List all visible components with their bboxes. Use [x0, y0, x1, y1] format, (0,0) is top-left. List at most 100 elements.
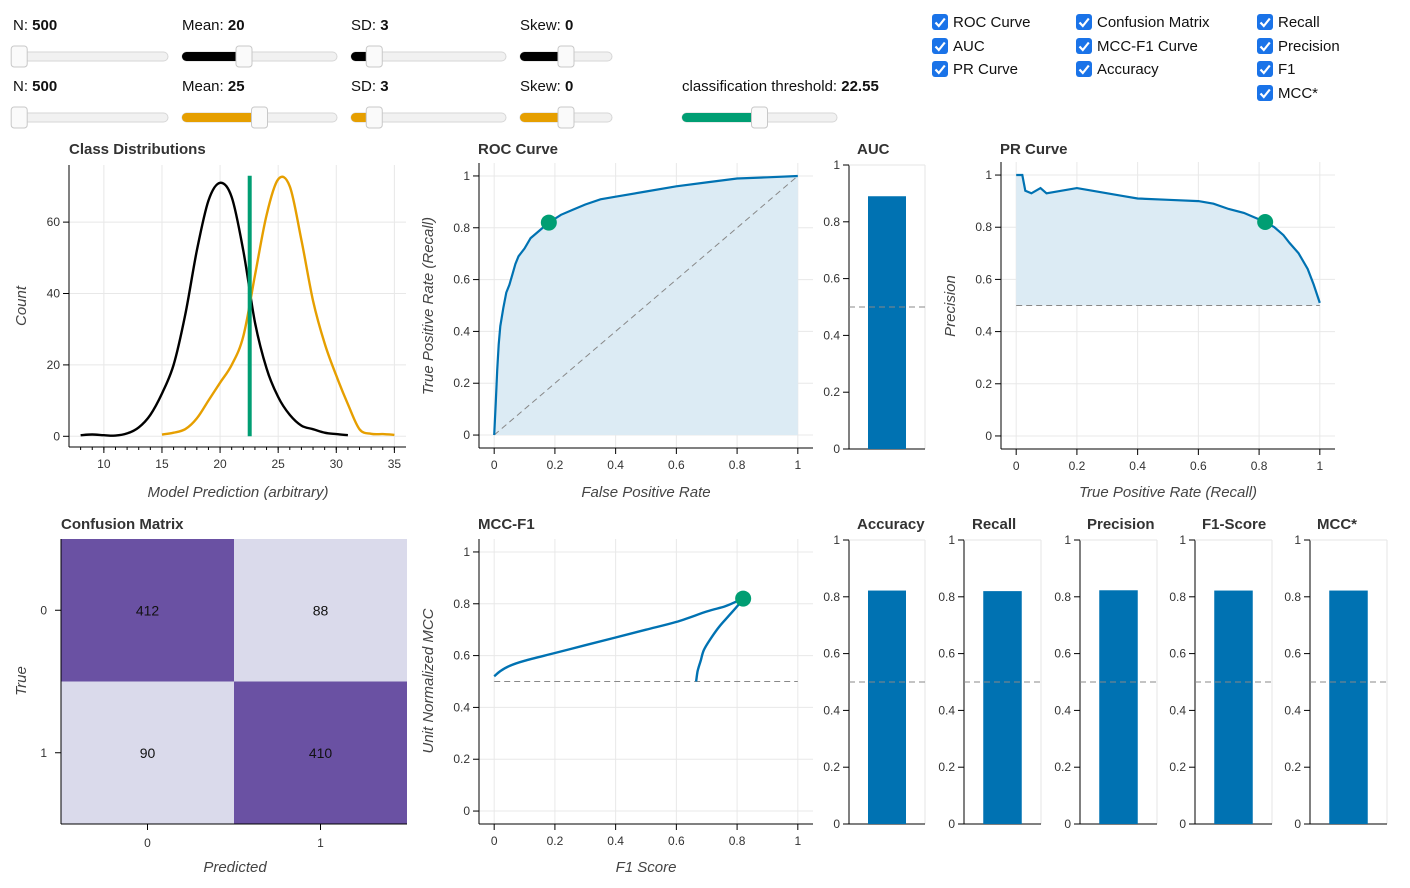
y-axis-label: Unit Normalized MCC — [420, 608, 437, 753]
checkbox-label: F1 — [1278, 61, 1296, 78]
slider-class1-mean-label: Mean: 25 — [182, 78, 245, 95]
threshold-slider-handle[interactable] — [751, 106, 768, 129]
x-tick-label: 1 — [794, 834, 801, 848]
y-tick-label: 60 — [47, 215, 61, 229]
slider-class0-skew[interactable]: Skew: 0 — [519, 17, 613, 68]
y-tick-label: 0.4 — [975, 325, 992, 339]
slider-class0-n[interactable]: N: 500 — [10, 17, 169, 68]
slider-class1-mean[interactable]: Mean: 25 — [181, 78, 338, 129]
cm-cell — [234, 681, 407, 824]
checkbox-mcc[interactable]: MCC* — [1257, 85, 1318, 102]
slider-class1-n-handle[interactable] — [10, 106, 28, 129]
checkbox-label: Recall — [1278, 14, 1320, 31]
checkbox-accuracy[interactable]: Accuracy — [1076, 61, 1159, 78]
checkbox-roc-curve[interactable]: ROC Curve — [932, 14, 1031, 31]
checkbox-box[interactable] — [1076, 38, 1092, 54]
check-icon — [1078, 41, 1090, 52]
checkbox-pr-curve[interactable]: PR Curve — [932, 61, 1018, 78]
y-tick-label: 0.6 — [453, 649, 470, 663]
checkbox-box[interactable] — [1257, 85, 1273, 101]
pr-title: PR Curve — [1000, 141, 1068, 158]
x-tick-label: 0 — [491, 458, 498, 472]
y-tick-label: 0.4 — [1284, 703, 1301, 717]
y-tick-label: 0.6 — [453, 273, 470, 287]
slider-class1-mean-handle[interactable] — [251, 106, 268, 129]
y-axis-label: Count — [13, 285, 30, 326]
checkbox-precision[interactable]: Precision — [1257, 38, 1340, 55]
y-tick-label: 0.8 — [453, 597, 470, 611]
checkbox-recall[interactable]: Recall — [1257, 14, 1320, 31]
y-tick-label: 0 — [1294, 817, 1301, 831]
checkbox-label: MCC-F1 Curve — [1097, 38, 1198, 55]
check-icon — [934, 17, 946, 28]
y-tick-label: 0 — [53, 429, 60, 443]
slider-class1-n[interactable]: N: 500 — [10, 78, 169, 129]
y-tick-label: 0.2 — [1054, 760, 1071, 774]
y-tick-label: 0 — [1179, 817, 1186, 831]
slider-class1-sd-handle[interactable] — [365, 106, 383, 129]
x-tick-label: 0.6 — [668, 458, 685, 472]
checkbox-box[interactable] — [1076, 61, 1092, 77]
x-tick-label: 35 — [388, 457, 402, 471]
check-icon — [1078, 64, 1090, 75]
threshold-slider-label: classification threshold: 22.55 — [682, 78, 879, 95]
checkbox-label: MCC* — [1278, 85, 1318, 102]
y-tick-label: 0 — [948, 817, 955, 831]
checkbox-f1[interactable]: F1 — [1257, 61, 1296, 78]
slider-class0-sd[interactable]: SD: 3 — [350, 17, 507, 68]
y-tick-label: 0.8 — [1054, 590, 1071, 604]
x-tick-label: 1 — [1316, 459, 1323, 473]
checkbox-label: ROC Curve — [953, 14, 1031, 31]
y-tick-label: 1 — [833, 158, 840, 172]
y-tick-label: 0.2 — [453, 752, 470, 766]
x-tick-label: 0 — [491, 834, 498, 848]
checkbox-label: Precision — [1278, 38, 1340, 55]
slider-class1-skew[interactable]: Skew: 0 — [519, 78, 613, 129]
slider-class1-sd[interactable]: SD: 3 — [350, 78, 507, 129]
x-axis-label: True Positive Rate (Recall) — [1079, 484, 1257, 501]
checkbox-mcc-f1-curve[interactable]: MCC-F1 Curve — [1076, 38, 1198, 55]
recall-title: Recall — [972, 516, 1016, 533]
slider-class0-skew-handle[interactable] — [557, 45, 575, 68]
checkbox-box[interactable] — [1076, 14, 1092, 30]
slider-class0-n-handle[interactable] — [10, 45, 28, 68]
x-axis-label: Model Prediction (arbitrary) — [148, 484, 329, 501]
slider-class1-mean-fill — [182, 113, 260, 122]
checkbox-box[interactable] — [932, 38, 948, 54]
y-tick-label: 1 — [985, 168, 992, 182]
checkbox-box[interactable] — [1257, 61, 1273, 77]
checkbox-auc[interactable]: AUC — [932, 38, 985, 55]
x-tick-label: 1 — [317, 836, 324, 850]
accuracy-bar — [868, 590, 906, 824]
y-tick-label: 1 — [948, 533, 955, 547]
slider-class0-mean-handle[interactable] — [235, 45, 253, 68]
y-tick-label: 1 — [1179, 533, 1186, 547]
x-tick-label: 15 — [155, 457, 169, 471]
y-tick-label: 20 — [47, 358, 61, 372]
y-tick-label: 0.6 — [823, 647, 840, 661]
checkbox-box[interactable] — [1257, 38, 1273, 54]
cm-cell — [61, 681, 234, 824]
slider-class1-n-track[interactable] — [12, 112, 169, 123]
slider-class0-n-track[interactable] — [12, 51, 169, 62]
mcc-f1-axes: 0 0.2 0.4 0.6 0.8 1 0 0.2 0.4 0.6 0.8 1 — [453, 539, 813, 848]
roc-curve — [493, 174, 798, 436]
checkbox-box[interactable] — [932, 14, 948, 30]
distribution-curve-1 — [161, 175, 395, 437]
slider-class0-sd-handle[interactable] — [365, 45, 383, 68]
slider-class1-skew-fill — [520, 113, 566, 122]
checkbox-box[interactable] — [1257, 14, 1273, 30]
y-tick-label: 0.4 — [1169, 703, 1186, 717]
y-axis-label: True — [13, 666, 30, 696]
x-tick-label: 0 — [144, 836, 151, 850]
checkbox-confusion-matrix[interactable]: Confusion Matrix — [1076, 14, 1210, 31]
y-tick-label: 0.2 — [975, 377, 992, 391]
slider-class1-skew-handle[interactable] — [557, 106, 575, 129]
confusion-matrix-title: Confusion Matrix — [61, 516, 184, 533]
x-tick-label: 0.8 — [729, 458, 746, 472]
y-tick-label: 1 — [40, 746, 47, 760]
slider-class0-mean[interactable]: Mean: 20 — [181, 17, 338, 68]
checkbox-box[interactable] — [932, 61, 948, 77]
x-axis-label: F1 Score — [616, 859, 677, 876]
threshold-slider[interactable]: classification threshold: 22.55 — [681, 78, 879, 129]
